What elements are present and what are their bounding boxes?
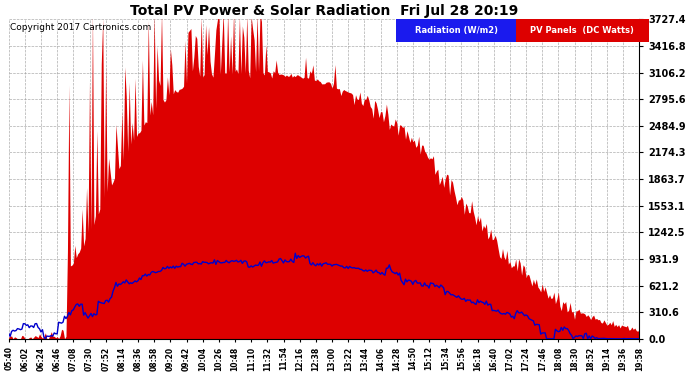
Text: PV Panels  (DC Watts): PV Panels (DC Watts)	[531, 26, 634, 35]
FancyBboxPatch shape	[516, 20, 649, 42]
FancyBboxPatch shape	[397, 20, 516, 42]
Text: Radiation (W/m2): Radiation (W/m2)	[415, 26, 497, 35]
Title: Total PV Power & Solar Radiation  Fri Jul 28 20:19: Total PV Power & Solar Radiation Fri Jul…	[130, 4, 518, 18]
Text: Copyright 2017 Cartronics.com: Copyright 2017 Cartronics.com	[10, 22, 151, 32]
